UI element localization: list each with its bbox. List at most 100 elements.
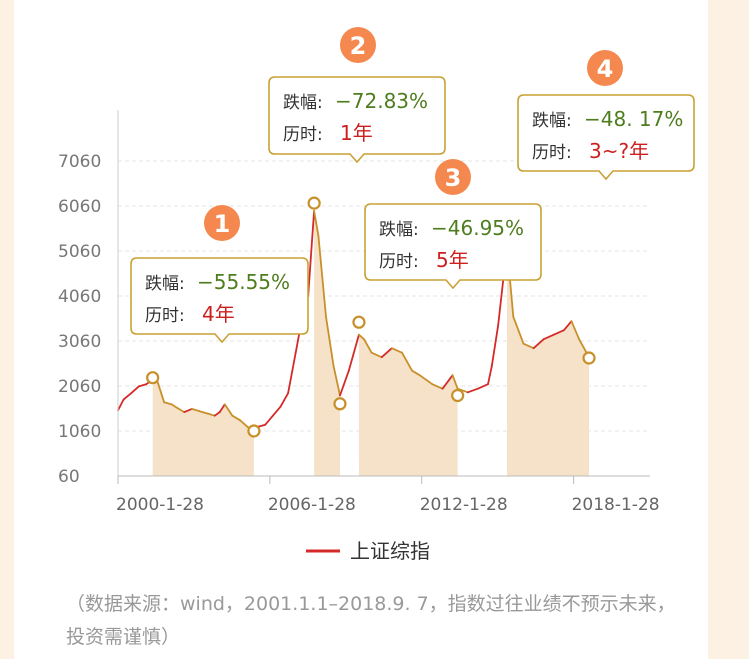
series-segment	[431, 383, 444, 390]
series-segment	[313, 209, 320, 237]
series-segment	[401, 351, 414, 372]
badge-number: 2	[350, 32, 367, 60]
x-tick-label: 2018-1-28	[572, 495, 660, 515]
shade-area	[358, 334, 458, 476]
series-segment	[279, 392, 290, 408]
series-segment	[441, 374, 454, 390]
callout-box	[364, 203, 542, 290]
series-segment	[307, 209, 316, 296]
drop-label: 跌幅:	[283, 93, 323, 113]
series-segment	[517, 329, 525, 345]
legend: 上证综指	[306, 539, 430, 563]
y-tick-label: 3060	[58, 332, 101, 352]
series-segment	[256, 423, 267, 428]
y-tick-label: 60	[58, 467, 80, 487]
x-tick-label: 2012-1-28	[420, 495, 508, 515]
y-tick-label: 1060	[58, 422, 101, 442]
peak-trough-marker	[247, 424, 261, 438]
series-segment	[317, 234, 327, 318]
duration-value: 5年	[436, 248, 469, 272]
drop-value: −72.83%	[335, 89, 428, 113]
drop-value: −46.95%	[431, 216, 524, 240]
annotation-3: 3 跌幅: −46.95% 历时: 5年	[364, 159, 542, 290]
annotation-1: 1 跌幅: −55.55% 历时: 4年	[130, 205, 309, 344]
duration-value: 3~?年	[589, 139, 649, 163]
series-segment	[466, 387, 479, 394]
series-segment	[170, 403, 178, 409]
series-segment	[137, 383, 148, 388]
duration-value: 1年	[340, 121, 373, 145]
series-segment	[223, 403, 234, 417]
series-segment	[163, 401, 173, 406]
series-segment	[552, 329, 565, 336]
y-tick-label: 4060	[58, 287, 101, 307]
y-tick-label: 5060	[58, 242, 101, 262]
peak-trough-marker	[307, 196, 321, 210]
badge-circle	[340, 27, 376, 63]
shade-area	[507, 246, 590, 476]
peak-trough-marker	[451, 388, 465, 403]
series-segment	[370, 351, 383, 359]
series-segment	[570, 320, 580, 341]
index-line	[117, 209, 590, 432]
series-segment	[122, 392, 133, 401]
callout-box	[517, 94, 695, 181]
series-segment	[117, 398, 125, 412]
peak-trough-marker	[352, 315, 366, 329]
series-segment	[380, 347, 393, 359]
duration-label: 历时:	[379, 252, 419, 272]
drop-value: −48. 17%	[584, 107, 683, 131]
y-tick-label: 2060	[58, 377, 101, 397]
annotation-2: 2 跌幅: −72.83% 历时: 1年	[268, 27, 446, 164]
y-tick-label: 7060	[58, 152, 101, 172]
series-segment	[183, 407, 193, 414]
series-segment	[357, 333, 365, 341]
callout-box	[130, 257, 309, 344]
series-segment	[490, 324, 500, 368]
axes: 60 1060 2060 3060 4060 5060 6060 7060 2000-1-28 2…	[58, 110, 660, 515]
series-segment	[206, 412, 216, 417]
drop-label: 跌幅:	[145, 274, 185, 294]
badge-number: 4	[597, 55, 614, 83]
badge-circle	[435, 159, 471, 195]
series-segment	[231, 414, 241, 422]
series-segment	[487, 365, 493, 386]
peak-trough-marker	[333, 397, 347, 411]
series-segment	[347, 333, 360, 372]
duration-label: 历时:	[145, 306, 185, 326]
series-segment	[264, 414, 274, 426]
annotations: 1 跌幅: −55.55% 历时: 4年 2 跌幅: −72.83% 历时: 1年 3 跌幅: −46.…	[130, 27, 695, 344]
shaded-drawdowns	[152, 210, 590, 476]
badge-number: 1	[214, 210, 231, 238]
annotation-4: 4 跌幅: −48. 17% 历时: 3~?年	[517, 50, 695, 181]
series-segment	[239, 419, 249, 428]
duration-label: 历时:	[283, 125, 323, 145]
peak-trough-marker	[146, 371, 160, 385]
drop-value: −55.55%	[197, 270, 290, 294]
series-segment	[390, 347, 403, 354]
badge-number: 3	[445, 164, 462, 192]
series-segment	[325, 315, 335, 368]
series-segment	[542, 333, 555, 341]
series-segment	[155, 377, 166, 404]
peak-trough-marker	[582, 351, 596, 365]
series-segment	[451, 374, 459, 390]
x-tick-label: 2006-1-28	[268, 495, 356, 515]
series-segment	[218, 403, 226, 414]
series-segment	[563, 320, 573, 332]
series-segment	[532, 338, 545, 350]
y-tick-label: 6060	[58, 197, 101, 217]
duration-value: 4年	[202, 302, 235, 326]
series-segment	[175, 406, 186, 414]
legend-label: 上证综指	[350, 539, 430, 563]
series-segment	[363, 338, 373, 354]
shade-area	[314, 210, 340, 476]
shade-area	[152, 378, 254, 476]
badge-circle	[204, 205, 240, 241]
series-segment	[418, 374, 434, 386]
duration-label: 历时:	[532, 143, 572, 163]
series-segment	[512, 315, 520, 332]
x-tick-label: 2000-1-28	[116, 495, 204, 515]
series-segment	[130, 385, 140, 395]
